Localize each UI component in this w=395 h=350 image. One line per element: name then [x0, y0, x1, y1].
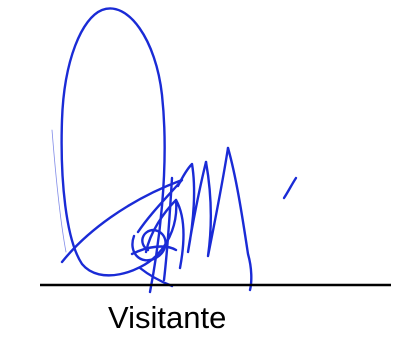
signature-caption: Visitante [108, 300, 227, 335]
handwritten-signature [51, 7, 298, 294]
